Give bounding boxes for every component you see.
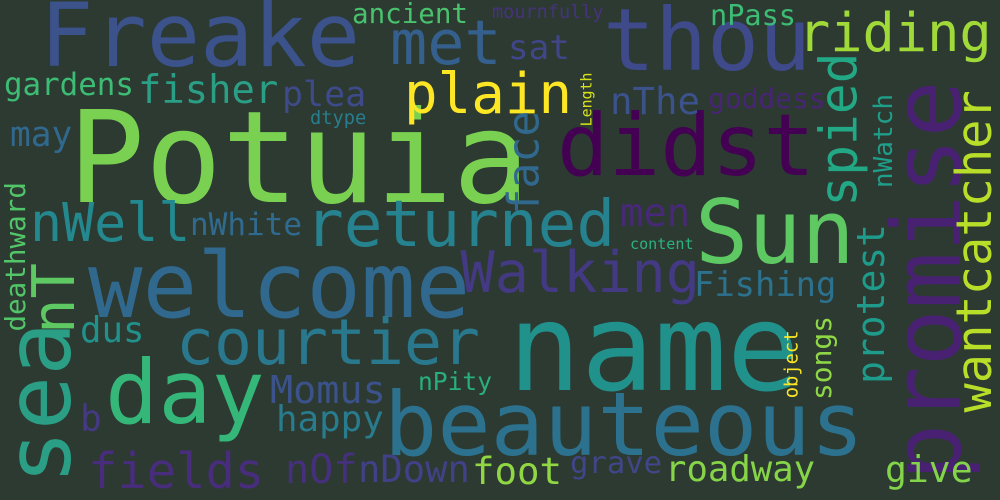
cloud-word-mournfully: mournfully [492,1,604,23]
cloud-word-length: Length [577,72,596,126]
cloud-word-potuia: Potuia [68,84,530,233]
cloud-word-thou: thou [603,0,812,91]
cloud-word-grave: grave [570,445,663,481]
cloud-word-npity: nPity [418,366,493,396]
cloud-word-face: face [499,110,550,215]
cloud-word-fisher: fisher [138,67,279,113]
cloud-word-songs: songs [805,315,839,400]
cloud-word-welcome: welcome [88,233,471,339]
cloud-word-momus: Momus [270,368,386,413]
cloud-word-gardens: gardens [4,66,134,103]
cloud-word-wantcatcher: wantcatcher [946,89,1000,413]
cloud-word-spied: spied [809,51,870,207]
cloud-word-sea: sea [0,321,91,485]
cloud-word-courtier: courtier [176,304,480,379]
cloud-word-name: name [508,277,800,419]
cloud-word-nwhite: nWhite [190,206,302,243]
cloud-word-met: met [390,7,502,79]
cloud-word-may: may [10,114,73,155]
cloud-word-npass: nPass [710,0,796,32]
cloud-word-b: b [80,397,102,440]
cloud-word-nthe: nThe [610,78,701,123]
cloud-word-give: give [885,448,973,491]
cloud-word-deathward: deathward [0,182,32,332]
cloud-word-fishing: Fishing [694,265,837,304]
cloud-word-men: men [620,190,691,236]
cloud-word-dus: dus [80,310,145,351]
cloud-word-sat: sat [508,28,570,68]
cloud-word-fields: fields [88,442,265,500]
cloud-word-beauteous: beauteous [384,372,864,476]
cloud-word-foot: foot [472,448,563,493]
cloud-word-didst: didst [557,96,815,196]
cloud-word-walking: Walking [460,239,700,306]
cloud-word-dtype: dtype [310,107,367,129]
cloud-word-riding: riding [798,1,992,64]
cloud-word-nwatch: nWatch [869,93,900,189]
cloud-word-roadway: roadway [665,449,816,490]
cloud-word-nt: nT [18,262,88,334]
cloud-word-happy: happy [276,399,384,440]
cloud-word-protest: protest [848,224,893,384]
cloud-word-nwell: nWell [30,191,191,254]
cloud-word-plain: plain [404,62,573,127]
cloud-word-object: object [781,330,803,398]
cloud-word-ndown: nDown [358,447,470,491]
cloud-word-returned: returned [305,187,616,262]
cloud-word-freake: Freake [40,0,361,87]
cloud-word-content: content [630,234,694,253]
cloud-word-ancient: ancient [352,0,468,30]
cloud-word-nof: nOf [285,447,358,493]
cloud-word-sun: Sun [695,181,855,284]
cloud-word-goddess: goddess [708,82,826,115]
cloud-word-plea: plea [282,74,367,115]
cloud-word-day: day [105,341,265,444]
